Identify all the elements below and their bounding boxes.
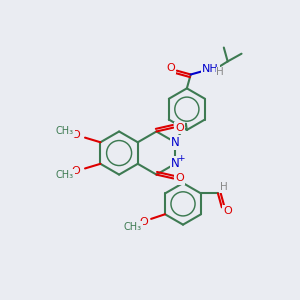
Text: CH₃: CH₃	[56, 169, 74, 180]
Text: N: N	[171, 157, 179, 170]
Text: O: O	[71, 130, 80, 140]
Text: CH₃: CH₃	[56, 127, 74, 136]
Text: O: O	[175, 123, 184, 133]
Text: O: O	[139, 217, 148, 227]
Text: +: +	[177, 154, 184, 163]
Text: CH₃: CH₃	[124, 222, 142, 232]
Text: H: H	[220, 182, 228, 192]
Text: N: N	[171, 136, 179, 149]
Text: O: O	[175, 173, 184, 184]
Text: H: H	[216, 67, 224, 77]
Text: O: O	[166, 63, 175, 73]
Text: O: O	[224, 206, 232, 216]
Text: NH: NH	[202, 64, 219, 74]
Text: O: O	[71, 166, 80, 176]
